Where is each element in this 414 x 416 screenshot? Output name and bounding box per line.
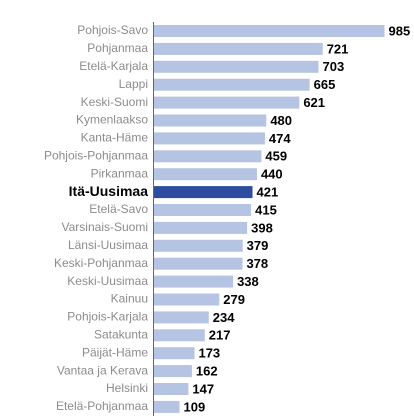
category-label: Pirkanmaa bbox=[91, 166, 149, 180]
bar bbox=[154, 311, 209, 324]
category-label: Keski-Uusimaa bbox=[67, 274, 148, 288]
category-label: Itä-Uusimaa bbox=[69, 183, 149, 199]
value-label: 474 bbox=[269, 131, 291, 146]
category-label: Länsi-Uusimaa bbox=[68, 238, 148, 252]
bar bbox=[154, 275, 234, 288]
bar bbox=[154, 204, 252, 216]
value-label: 217 bbox=[209, 328, 231, 343]
bar bbox=[154, 293, 220, 306]
value-label: 379 bbox=[247, 238, 269, 253]
category-label: Kymenlaakso bbox=[76, 113, 148, 127]
category-label: Kainuu bbox=[111, 292, 148, 306]
bar bbox=[154, 186, 253, 199]
bar bbox=[154, 329, 205, 342]
bar bbox=[154, 383, 189, 395]
category-label: Etelä-Pohjanmaa bbox=[56, 399, 148, 413]
value-label: 109 bbox=[184, 399, 206, 414]
value-label: 378 bbox=[246, 256, 268, 271]
category-label: Pohjois-Pohjanmaa bbox=[44, 148, 148, 162]
bar bbox=[154, 96, 300, 109]
value-label: 480 bbox=[270, 113, 292, 128]
category-label: Satakunta bbox=[94, 327, 148, 341]
bar bbox=[154, 400, 180, 413]
value-label: 421 bbox=[257, 185, 279, 200]
category-label: Päijät-Häme bbox=[82, 345, 148, 359]
value-label: 162 bbox=[196, 364, 218, 379]
category-label: Pohjois-Karjala bbox=[67, 310, 148, 324]
bar bbox=[154, 60, 319, 73]
category-label: Keski-Suomi bbox=[81, 95, 148, 109]
bar bbox=[154, 114, 267, 127]
category-label: Etelä-Karjala bbox=[79, 59, 148, 73]
bar bbox=[154, 365, 192, 378]
value-label: 621 bbox=[303, 95, 325, 110]
bar bbox=[154, 257, 243, 270]
category-label: Etelä-Savo bbox=[89, 202, 148, 216]
bar bbox=[154, 347, 195, 360]
value-label: 338 bbox=[237, 274, 259, 289]
category-label: Vantaa ja Kerava bbox=[57, 363, 148, 377]
bar bbox=[154, 42, 323, 55]
bar bbox=[154, 132, 265, 145]
value-label: 279 bbox=[223, 292, 245, 307]
category-label: Pohjanmaa bbox=[87, 41, 148, 55]
bar bbox=[154, 239, 243, 252]
value-label: 459 bbox=[265, 149, 287, 164]
value-label: 721 bbox=[327, 41, 349, 56]
bar bbox=[154, 78, 310, 91]
bar bbox=[154, 25, 385, 37]
value-label: 703 bbox=[323, 59, 345, 74]
value-label: 415 bbox=[255, 202, 277, 217]
value-label: 234 bbox=[213, 310, 235, 325]
value-label: 147 bbox=[192, 381, 214, 396]
value-label: 985 bbox=[388, 23, 410, 38]
category-label: Helsinki bbox=[106, 381, 148, 395]
category-label: Kanta-Häme bbox=[81, 131, 149, 145]
category-label: Varsinais-Suomi bbox=[62, 220, 148, 234]
category-label: Keski-Pohjanmaa bbox=[54, 256, 148, 270]
value-label: 398 bbox=[251, 220, 273, 235]
bar bbox=[154, 168, 257, 181]
value-label: 173 bbox=[198, 346, 220, 361]
category-label: Pohjois-Savo bbox=[77, 23, 148, 37]
bar bbox=[154, 221, 248, 234]
bar bbox=[154, 150, 262, 163]
category-label: Lappi bbox=[119, 77, 148, 91]
value-label: 665 bbox=[314, 77, 336, 92]
value-label: 440 bbox=[261, 167, 283, 182]
